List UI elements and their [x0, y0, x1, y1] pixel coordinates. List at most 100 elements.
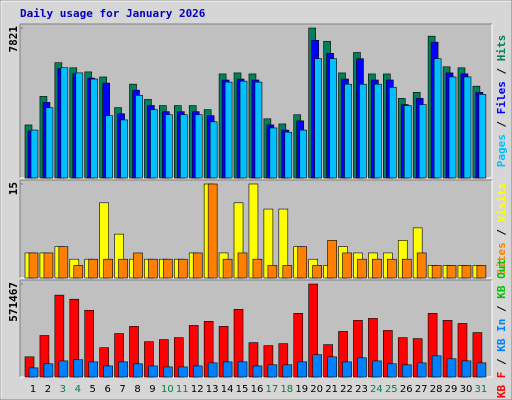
x-tick-label: 23	[355, 384, 368, 395]
bar	[416, 252, 427, 279]
bar	[43, 252, 54, 279]
bar	[222, 258, 233, 279]
x-tick-label: 29	[445, 384, 458, 395]
x-tick-label: 17	[266, 384, 279, 395]
x-tick-label: 7	[119, 384, 125, 395]
bar	[476, 362, 487, 378]
y-tick-label: 15	[7, 182, 20, 195]
bar	[194, 114, 203, 179]
bar	[401, 258, 412, 279]
bar	[401, 364, 412, 378]
x-tick-label: 24	[370, 384, 383, 395]
bar	[88, 258, 99, 279]
bar	[252, 258, 263, 279]
bar	[431, 265, 442, 279]
bar	[148, 365, 158, 378]
x-tick-label: 18	[280, 384, 293, 395]
bar	[463, 76, 472, 179]
bar	[314, 58, 322, 179]
x-tick-label: 4	[75, 384, 81, 395]
legend-separator: /	[495, 222, 508, 242]
bar	[28, 252, 39, 279]
x-tick-label: 11	[176, 384, 189, 395]
legend-separator: /	[495, 352, 508, 372]
bar	[446, 358, 457, 378]
bar	[165, 114, 173, 179]
bar	[163, 258, 173, 279]
x-tick-label: 28	[430, 384, 443, 395]
bar	[118, 258, 128, 279]
bar	[297, 361, 308, 378]
bar	[342, 361, 352, 378]
y-tick-label: 571467	[7, 282, 20, 322]
legend-entry: Sites	[495, 242, 508, 275]
bar	[178, 366, 188, 378]
x-tick-label: 8	[134, 384, 140, 395]
legend-entry: Pages	[495, 134, 508, 167]
bar	[357, 357, 367, 378]
bar	[359, 83, 367, 179]
x-tick-label: 10	[161, 384, 174, 395]
bar	[267, 364, 278, 378]
legend: Pages / Files / Hits	[495, 35, 508, 168]
bar	[461, 360, 472, 378]
x-tick-label: 13	[206, 384, 219, 395]
bar	[180, 114, 188, 179]
bar	[58, 360, 69, 378]
legend: Sites / Visits	[495, 183, 508, 276]
bar	[133, 363, 143, 378]
bar	[297, 246, 308, 279]
x-tick-label: 6	[104, 384, 110, 395]
bar	[312, 354, 322, 378]
bar	[418, 104, 427, 179]
bar	[163, 366, 173, 378]
bar	[148, 258, 158, 279]
bar	[224, 81, 233, 179]
bar	[103, 365, 113, 378]
bar	[120, 119, 128, 179]
chart-title: Daily usage for January 2026	[20, 7, 206, 20]
x-tick-label: 14	[221, 384, 234, 395]
x-tick-label: 31	[475, 384, 488, 395]
bar	[342, 252, 352, 279]
bar	[372, 258, 382, 279]
legend: KB F / KB In / KB Out	[495, 259, 508, 398]
x-tick-label: 27	[415, 384, 428, 395]
legend-entry: KB F	[495, 372, 508, 399]
bar	[254, 81, 263, 179]
legend-separator: /	[495, 61, 508, 81]
bar	[222, 361, 233, 378]
bar	[387, 363, 397, 378]
bar	[433, 58, 442, 179]
x-tick-label: 12	[191, 384, 204, 395]
bar	[30, 129, 39, 179]
bar	[403, 105, 412, 179]
bar	[329, 58, 337, 179]
x-tick-label: 26	[400, 384, 413, 395]
legend-entry: Files	[495, 81, 508, 114]
bar	[448, 76, 457, 179]
legend-entry: KB Out	[495, 259, 508, 299]
bar	[103, 258, 113, 279]
bar	[446, 265, 457, 279]
bar	[75, 72, 84, 179]
legend-separator: /	[495, 114, 508, 134]
x-tick-label: 3	[60, 384, 66, 395]
bar	[207, 362, 218, 378]
bar	[357, 258, 367, 279]
bar	[344, 83, 352, 179]
x-tick-label: 9	[149, 384, 155, 395]
legend-separator: /	[495, 299, 508, 319]
x-tick-label: 16	[251, 384, 264, 395]
x-tick-label: 2	[45, 384, 51, 395]
bar	[43, 363, 54, 378]
bar	[207, 183, 218, 279]
bar	[284, 131, 293, 179]
bar	[476, 265, 487, 279]
bar	[372, 360, 382, 378]
x-tick-label: 30	[460, 384, 473, 395]
bar	[327, 240, 337, 279]
x-tick-label: 15	[236, 384, 249, 395]
bar	[60, 67, 69, 179]
